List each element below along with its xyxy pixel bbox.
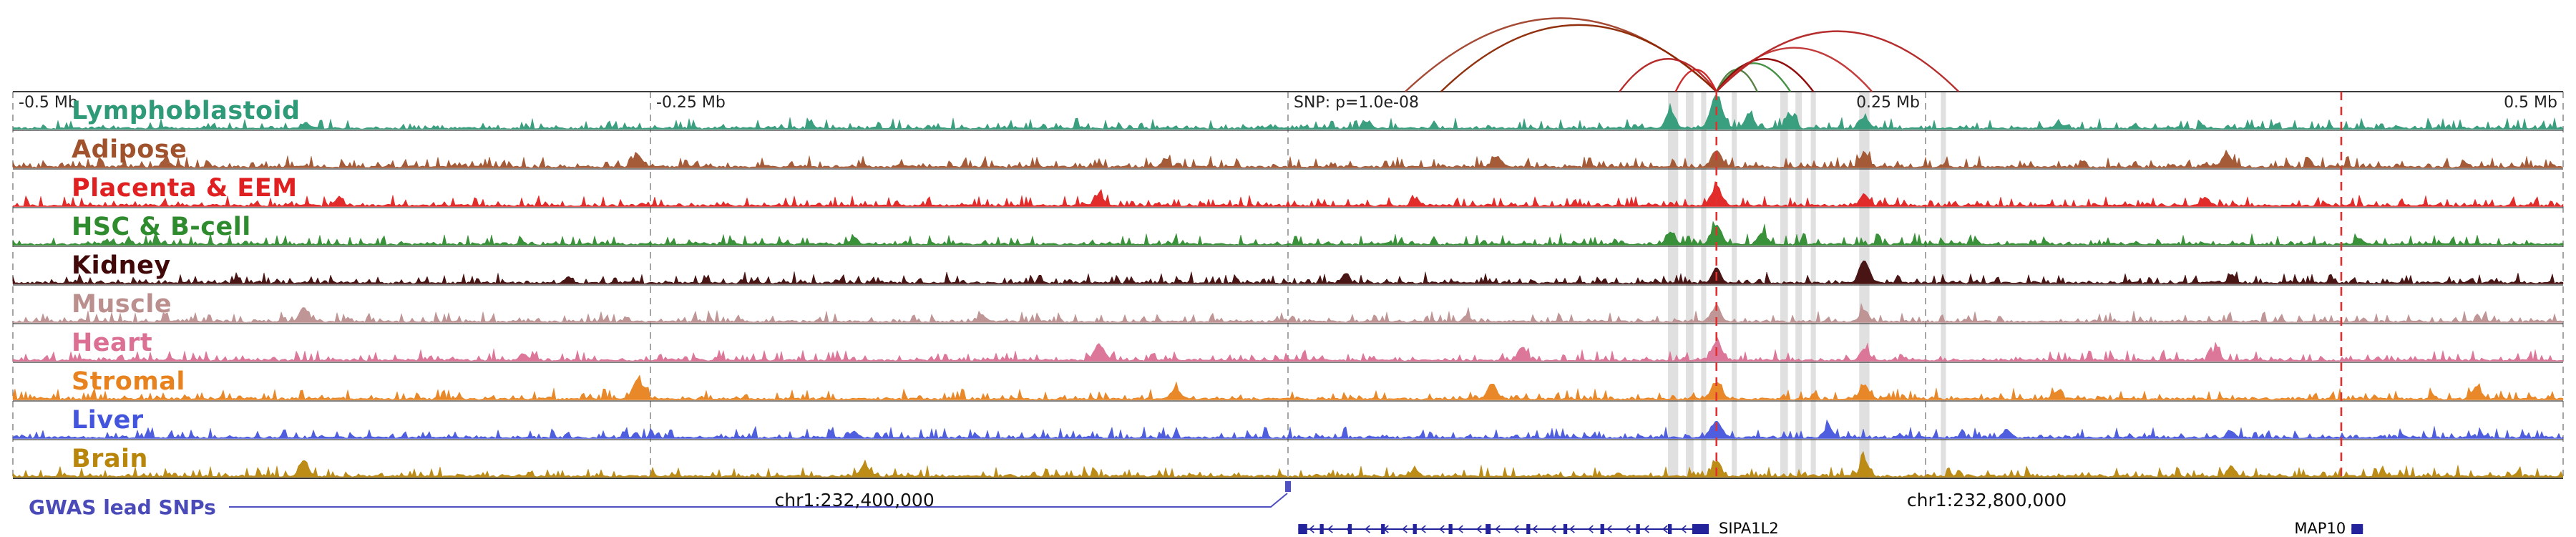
gwas-lead-snps-label: GWAS lead SNPs [29,495,216,519]
track-label-muscle: Muscle [72,290,172,319]
axis-tick-plus-0-5mb: 0.5 Mb [2504,94,2557,112]
gene-label-map10: MAP10 [2294,520,2346,537]
axis-tick-plus-0-25mb: 0.25 Mb [1856,94,1920,112]
axis-tick-minus-0-25mb: -0.25 Mb [656,94,726,112]
track-label-lymphoblastoid: Lymphoblastoid [72,97,301,125]
axis-tick-snp-pvalue: SNP: p=1.0e-08 [1294,94,1419,112]
track-label-kidney: Kidney [72,251,171,280]
track-label-placenta-eem: Placenta & EEM [72,174,298,203]
track-label-adipose: Adipose [72,135,187,164]
track-label-liver: Liver [72,406,144,435]
axis-tick-minus-0-5mb: -0.5 Mb [19,94,78,112]
coordinate-label-right: chr1:232,800,000 [1906,490,2067,511]
track-label-brain: Brain [72,445,148,473]
coordinate-label-left: chr1:232,400,000 [774,490,935,511]
gene-label-sipa1l2: SIPA1L2 [1719,520,1779,537]
track-label-hsc-bcell: HSC & B-cell [72,213,251,241]
track-label-heart: Heart [72,329,153,357]
track-label-stromal: Stromal [72,367,185,396]
